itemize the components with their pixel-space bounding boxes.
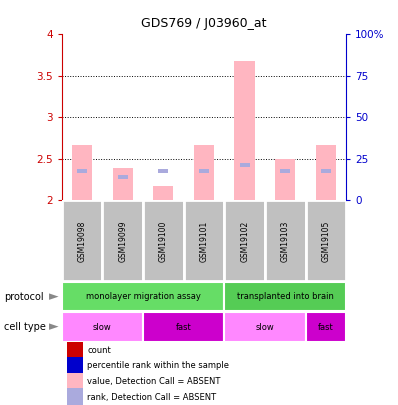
Text: GSM19103: GSM19103: [281, 220, 290, 262]
Bar: [113, 168, 133, 200]
Bar: [62, 282, 224, 311]
Bar: [183, 200, 224, 281]
Text: fast: fast: [318, 322, 334, 332]
Text: protocol: protocol: [4, 292, 44, 302]
Bar: [194, 145, 214, 200]
Text: GSM19105: GSM19105: [322, 220, 330, 262]
Bar: [280, 169, 291, 173]
Bar: [62, 200, 102, 281]
Bar: [143, 200, 183, 281]
Bar: [102, 200, 143, 281]
Bar: [117, 175, 128, 179]
Text: fast: fast: [176, 322, 191, 332]
Text: GSM19101: GSM19101: [199, 220, 209, 262]
Bar: [67, 341, 83, 361]
Text: count: count: [87, 345, 111, 354]
Bar: [67, 373, 83, 393]
Bar: [72, 145, 92, 200]
Text: GSM19099: GSM19099: [118, 220, 127, 262]
Text: GSM19098: GSM19098: [78, 220, 86, 262]
Text: transplanted into brain: transplanted into brain: [237, 292, 334, 301]
Text: monolayer migration assay: monolayer migration assay: [86, 292, 201, 301]
Bar: [316, 145, 336, 200]
Bar: [153, 186, 174, 200]
Bar: [224, 282, 346, 311]
Text: slow: slow: [93, 322, 112, 332]
Bar: [77, 169, 87, 173]
Bar: [62, 313, 143, 342]
Bar: [240, 163, 250, 167]
Text: ►: ►: [49, 290, 59, 303]
Bar: [306, 200, 346, 281]
Text: slow: slow: [256, 322, 274, 332]
Text: cell type: cell type: [4, 322, 46, 332]
Bar: [321, 169, 331, 173]
Text: ►: ►: [49, 320, 59, 334]
Bar: [224, 313, 306, 342]
Bar: [67, 357, 83, 377]
Text: value, Detection Call = ABSENT: value, Detection Call = ABSENT: [87, 377, 220, 386]
Bar: [275, 159, 295, 200]
Bar: [265, 200, 306, 281]
Bar: [224, 200, 265, 281]
Bar: [158, 169, 168, 173]
Title: GDS769 / J03960_at: GDS769 / J03960_at: [141, 17, 267, 30]
Bar: [199, 169, 209, 173]
Bar: [67, 388, 83, 405]
Text: rank, Detection Call = ABSENT: rank, Detection Call = ABSENT: [87, 393, 217, 402]
Bar: [143, 313, 224, 342]
Bar: [306, 313, 346, 342]
Text: percentile rank within the sample: percentile rank within the sample: [87, 361, 229, 370]
Text: GSM19100: GSM19100: [159, 220, 168, 262]
Bar: [234, 61, 255, 200]
Text: GSM19102: GSM19102: [240, 220, 249, 262]
